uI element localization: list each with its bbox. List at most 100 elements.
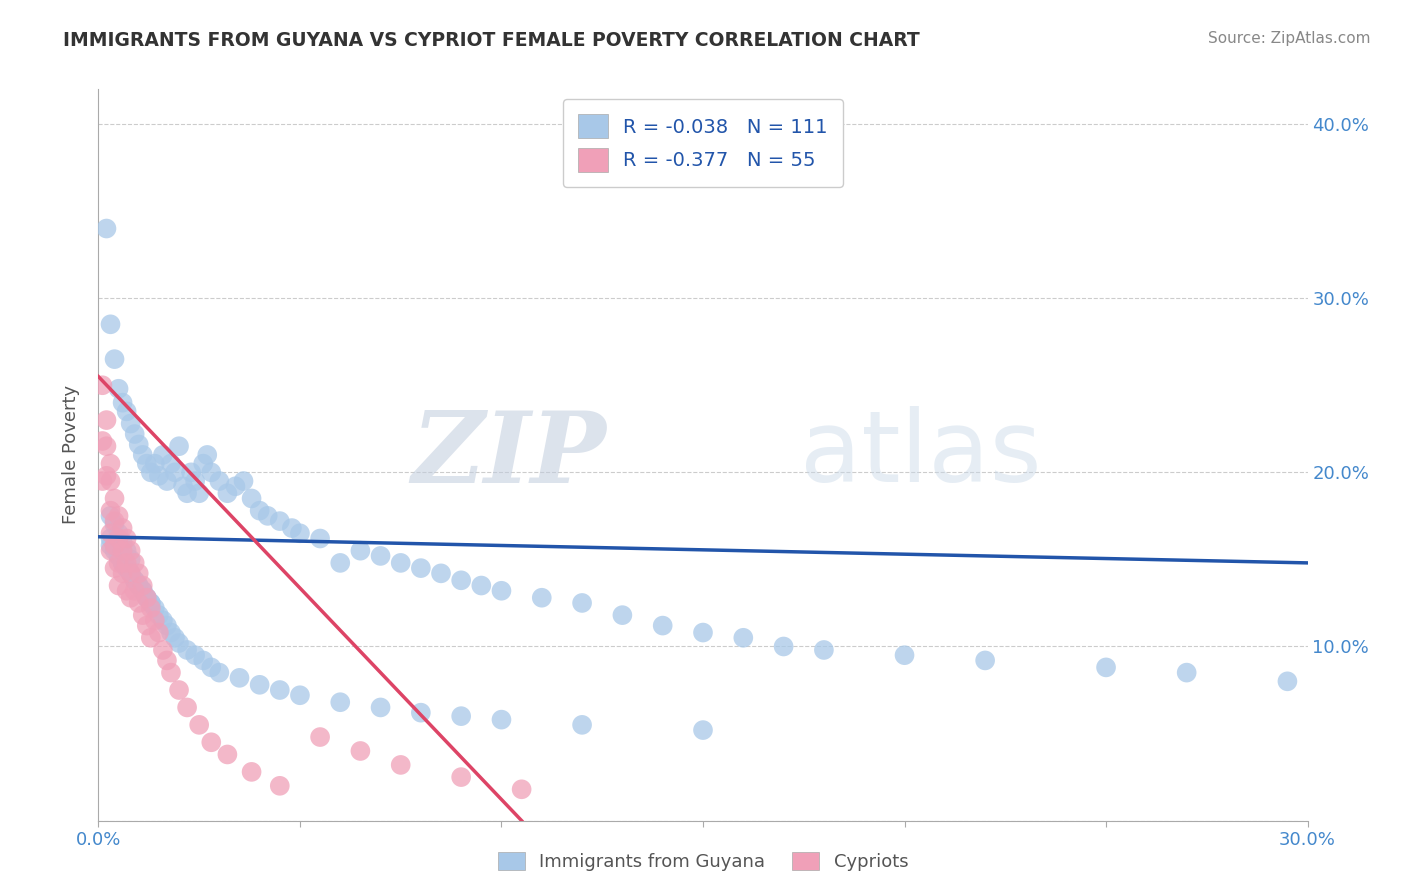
Text: ZIP: ZIP [412,407,606,503]
Point [180,466,202,480]
Point [772,640,794,654]
Point [188,486,211,500]
Point [1095,660,1118,674]
Point [135,591,157,605]
Point [193,653,215,667]
Point [120,417,142,431]
Point [100,543,122,558]
Point [249,503,271,517]
Point [124,556,146,570]
Point [143,613,166,627]
Point [370,549,392,563]
Point [288,526,311,541]
Point [100,457,122,471]
Point [135,457,157,471]
Point [120,566,142,581]
Point [103,539,125,553]
Point [288,688,311,702]
Point [156,474,179,488]
Point [193,457,215,471]
Point [281,521,304,535]
Point [115,556,138,570]
Point [96,413,118,427]
Point [256,508,278,523]
Text: Source: ZipAtlas.com: Source: ZipAtlas.com [1208,31,1371,46]
Point [148,608,170,623]
Point [195,448,218,462]
Point [115,532,138,546]
Point [571,596,593,610]
Point [156,618,179,632]
Point [91,378,114,392]
Point [132,583,155,598]
Point [100,474,122,488]
Point [470,578,492,592]
Point [107,508,129,523]
Point [510,782,533,797]
Point [240,764,263,779]
Point [111,535,134,549]
Point [309,532,332,546]
Point [409,706,432,720]
Point [167,683,190,698]
Point [139,596,162,610]
Point [107,526,129,541]
Point [139,596,162,610]
Point [120,591,142,605]
Point [329,556,352,570]
Point [128,578,150,592]
Point [269,779,291,793]
Point [103,352,125,367]
Point [139,466,162,480]
Point [1175,665,1198,680]
Point [491,713,513,727]
Point [103,491,125,506]
Point [107,382,129,396]
Point [128,566,150,581]
Point [232,474,254,488]
Point [651,618,673,632]
Point [143,601,166,615]
Point [176,700,198,714]
Point [132,608,155,623]
Point [124,427,146,442]
Point [132,583,155,598]
Point [111,566,134,581]
Point [103,517,125,532]
Point [143,457,166,471]
Point [184,648,207,663]
Point [160,625,183,640]
Point [389,758,412,772]
Point [103,543,125,558]
Point [107,549,129,563]
Point [450,709,472,723]
Point [91,434,114,448]
Point [172,479,194,493]
Point [115,583,138,598]
Point [128,437,150,451]
Point [111,395,134,409]
Legend: R = -0.038   N = 111, R = -0.377   N = 55: R = -0.038 N = 111, R = -0.377 N = 55 [562,99,844,187]
Point [100,508,122,523]
Point [269,514,291,528]
Point [100,539,122,553]
Point [107,556,129,570]
Point [228,671,250,685]
Point [167,439,190,453]
Point [115,561,138,575]
Point [224,479,246,493]
Point [103,539,125,553]
Point [120,552,142,566]
Point [124,574,146,588]
Point [107,549,129,563]
Point [124,574,146,588]
Point [269,683,291,698]
Point [200,466,222,480]
Point [160,457,183,471]
Point [100,526,122,541]
Point [692,723,714,737]
Point [148,625,170,640]
Point [103,561,125,575]
Point [208,665,231,680]
Text: atlas: atlas [800,407,1042,503]
